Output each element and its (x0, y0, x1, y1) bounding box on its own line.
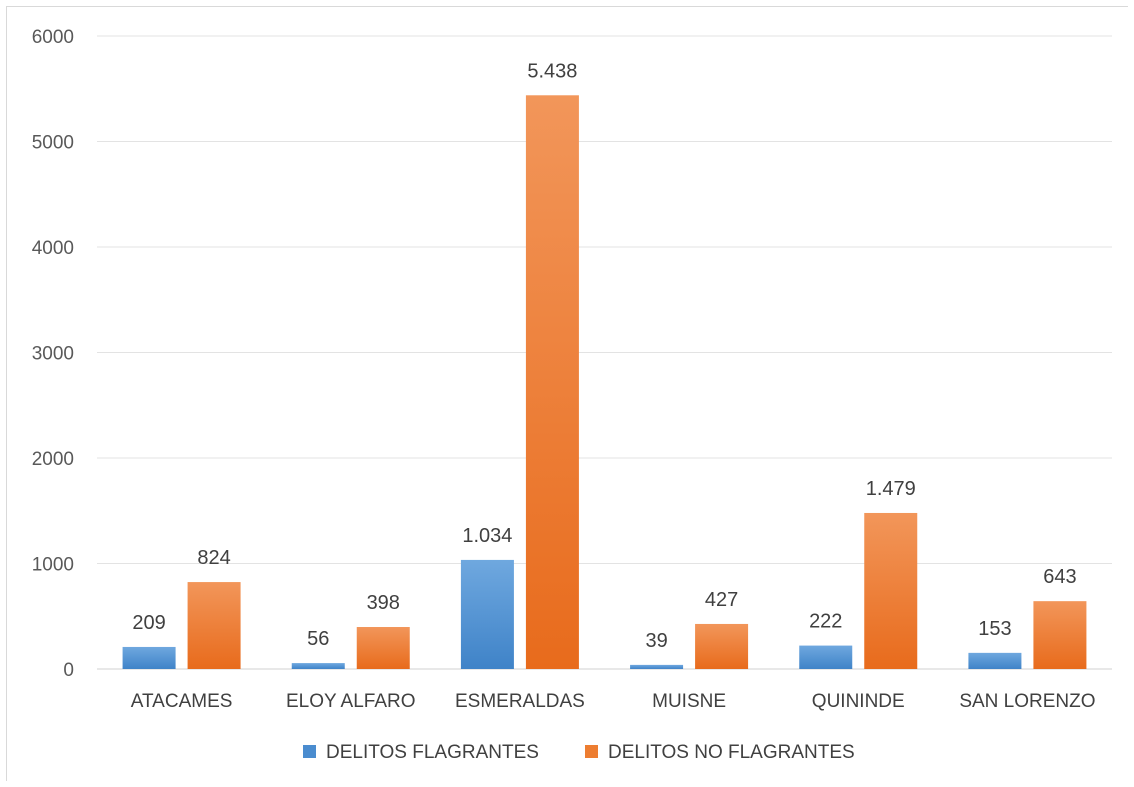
y-tick-label: 1000 (32, 555, 74, 576)
bar-no-flagrantes (864, 512, 918, 669)
legend-label: DELITOS NO FLAGRANTES (608, 742, 855, 763)
data-label: 39 (645, 630, 667, 652)
data-label: 1.034 (462, 525, 512, 547)
bar-flagrantes (460, 559, 514, 669)
bar-no-flagrantes (525, 95, 579, 669)
bar-no-flagrantes (356, 627, 410, 669)
y-tick-label: 0 (63, 660, 74, 681)
legend-label: DELITOS FLAGRANTES (326, 742, 539, 763)
bar-no-flagrantes (1033, 601, 1087, 669)
bar-no-flagrantes (187, 582, 241, 669)
data-label: 824 (197, 547, 230, 569)
gridlines (97, 35, 1112, 670)
data-label: 209 (132, 612, 165, 634)
bar-flagrantes (122, 646, 176, 669)
legend-swatch (303, 745, 316, 758)
data-label: 427 (705, 589, 738, 611)
y-tick-label: 3000 (32, 344, 74, 365)
data-label: 222 (809, 611, 842, 633)
bar-no-flagrantes (695, 623, 749, 669)
data-label: 398 (367, 592, 400, 614)
bar-flagrantes (799, 645, 853, 669)
bar-flagrantes (630, 664, 684, 669)
y-tick-label: 4000 (32, 238, 74, 259)
x-tick-label: ESMERALDAS (455, 691, 585, 712)
x-tick-label: SAN LORENZO (959, 691, 1095, 712)
x-tick-label: ELOY ALFARO (286, 691, 416, 712)
legend-swatch (585, 745, 598, 758)
x-tick-label: ATACAMES (131, 691, 233, 712)
data-label: 643 (1043, 566, 1076, 588)
data-label: 153 (978, 618, 1011, 640)
y-tick-label: 2000 (32, 449, 74, 470)
bar-flagrantes (968, 652, 1022, 669)
y-tick-label: 6000 (32, 27, 74, 48)
chart-frame (6, 6, 1128, 781)
x-tick-label: QUININDE (812, 691, 905, 712)
y-axis: 0 1000 2000 3000 4000 5000 6000 (32, 27, 74, 681)
data-label: 56 (307, 628, 329, 650)
data-label: 1.479 (866, 478, 916, 500)
data-labels: 209 824 56 398 1.034 5.438 39 427 222 1.479 153 643 (132, 60, 1076, 652)
bar-flagrantes (291, 663, 345, 669)
y-tick-label: 5000 (32, 133, 74, 154)
bars (122, 95, 1087, 669)
x-tick-label: MUISNE (652, 691, 726, 712)
x-axis: ATACAMES ELOY ALFARO ESMERALDAS MUISNE QUINI… (131, 691, 1096, 712)
data-label: 5.438 (527, 60, 577, 82)
legend: DELITOS FLAGRANTES DELITOS NO FLAGRANTES (303, 742, 855, 763)
